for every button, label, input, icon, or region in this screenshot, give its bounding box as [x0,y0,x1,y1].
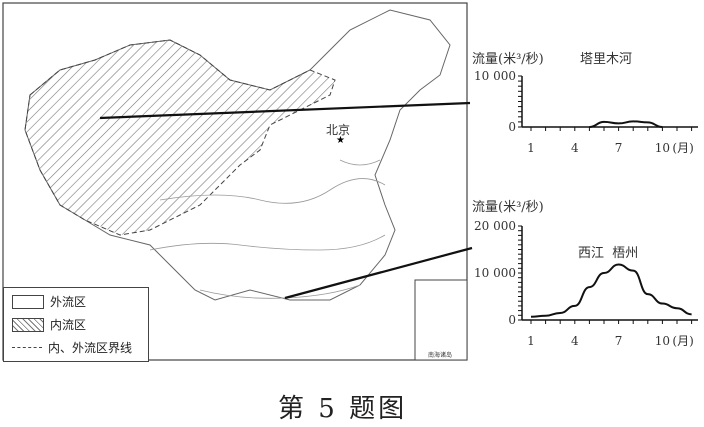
y-tick-label: 0 [508,120,516,134]
x-tick-label: 4 [571,334,579,348]
interior-drainage-area [24,39,336,236]
inset-label: 南海诸岛 [428,352,453,359]
rivers [149,159,386,299]
blank-swatch-icon [12,294,44,309]
figure-caption: 第 5 题图 [278,394,408,424]
hatched-swatch-icon [12,317,44,332]
y-tick-label: 10 000 [474,266,516,280]
y-tick-label: 20 000 [474,219,516,233]
pointer-line-xijiang [284,246,473,300]
map-legend: 外流区 内流区 内、外流区界线 [3,287,149,362]
chart2-title: 西江 梧州 [578,246,639,261]
x-tick-label: 10 [655,334,670,348]
pointer-line-tarim [99,101,471,120]
dashed-line-icon [12,347,42,348]
chart2-flow-line [530,263,692,318]
x-tick-label: 4 [571,141,579,155]
chart1-ylabel: 流量(米³/秒) [472,52,544,67]
chart2-ylabel: 流量(米³/秒) [472,200,544,215]
star-beijing-icon: ★ [336,135,345,146]
x-tick-label: 7 [615,141,623,155]
x-tick-label: 10 [655,141,670,155]
chart1-title: 塔里木河 [580,52,633,67]
x-axis-unit: (月) [672,141,693,155]
legend-item-interior: 内流区 [12,316,86,333]
chart1-flow-line [589,120,663,128]
city-label-beijing: 北京 [326,123,351,137]
legend-item-exterior: 外流区 [12,293,86,310]
x-tick-label: 1 [527,141,535,155]
legend-item-boundary: 内、外流区界线 [12,339,132,356]
x-tick-label: 1 [527,334,535,348]
y-tick-label: 0 [508,313,516,327]
y-tick-label: 10 000 [474,69,516,83]
x-tick-label: 7 [615,334,623,348]
south-china-sea-inset [414,279,468,361]
x-axis-unit: (月) [672,334,693,348]
